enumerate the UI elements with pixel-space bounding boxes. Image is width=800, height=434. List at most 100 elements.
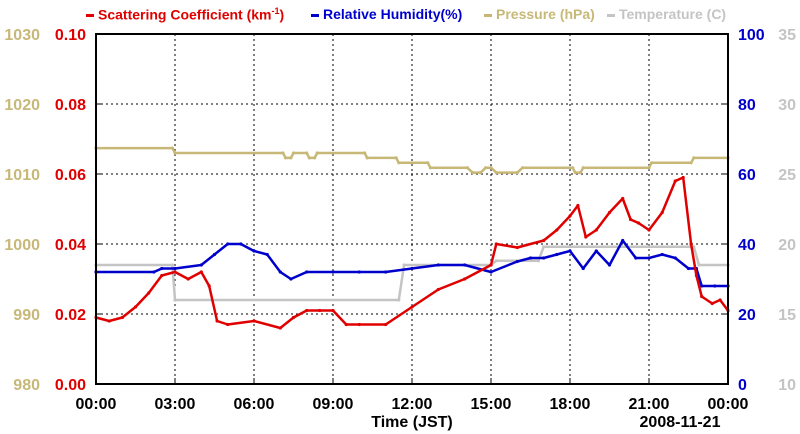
temperature-point [542, 245, 546, 249]
scattering-point [636, 221, 641, 225]
temperature-point [494, 259, 498, 263]
temperature-point [173, 298, 177, 302]
scattering-tick-label: 0.02 [55, 307, 86, 324]
scattering-point [463, 277, 467, 281]
temperature-point [170, 263, 174, 267]
humidity-point [568, 249, 572, 253]
pressure-point [489, 166, 493, 170]
scattering-point [718, 298, 722, 302]
pressure-point [394, 156, 398, 160]
scattering-point [607, 210, 612, 215]
scattering-point [494, 242, 498, 246]
humidity-tick-label: 100 [738, 27, 765, 44]
temperature-line [96, 245, 728, 302]
pressure-point [397, 161, 401, 165]
pressure-line [96, 146, 728, 174]
humidity-tick-label: 40 [738, 237, 756, 254]
scattering-point [252, 319, 256, 323]
pressure-tick-label: 980 [13, 377, 40, 394]
x-tick-label: 09:00 [313, 396, 354, 413]
pressure-point [305, 151, 309, 155]
temperature-tick-label: 25 [778, 167, 796, 184]
humidity-point [199, 263, 203, 267]
pressure-point [307, 156, 311, 160]
humidity-point [594, 249, 598, 253]
pressure-point [365, 156, 369, 160]
pressure-point [289, 156, 293, 160]
humidity-point [700, 284, 704, 288]
legend-swatch-temperature [607, 13, 615, 17]
x-tick-label: 12:00 [392, 396, 433, 413]
humidity-point [160, 266, 164, 271]
legend-label-temperature: Temperature (C) [619, 6, 727, 22]
scattering-point [199, 270, 203, 274]
temperature-tick-label: 20 [778, 237, 796, 254]
humidity-point [265, 252, 269, 257]
humidity-point [410, 266, 414, 271]
pressure-point [515, 171, 519, 175]
pressure-point [494, 171, 498, 175]
legend-swatch-humidity [311, 13, 319, 17]
humidity-tick-label: 80 [738, 97, 756, 114]
scattering-point [357, 322, 361, 327]
x-axis-title: Time (JST) [371, 414, 453, 431]
humidity-point [278, 270, 282, 274]
legend-scattering: Scattering Coefficient (km-1) [86, 6, 284, 23]
scattering-point [344, 322, 348, 327]
humidity-point [621, 238, 625, 243]
pressure-tick-label: 990 [13, 307, 40, 324]
scattering-point [681, 175, 685, 180]
pressure-point [692, 156, 696, 160]
scattering-tick-label: 0.04 [55, 237, 86, 254]
scattering-tick-label: 0.08 [55, 97, 86, 114]
pressure-point [428, 166, 432, 170]
scattering-point [621, 196, 625, 201]
temperature-point [697, 263, 701, 267]
scattering-point [594, 228, 598, 232]
pressure-point [173, 151, 177, 155]
scattering-point [660, 210, 664, 215]
scattering-point [576, 203, 580, 208]
humidity-point [713, 284, 717, 288]
scattering-tick-label: 0.06 [55, 167, 86, 184]
scattering-point [673, 179, 677, 183]
scattering-point [207, 284, 211, 288]
pressure-point [291, 151, 296, 155]
humidity-point [489, 270, 493, 274]
scattering-point [584, 235, 588, 239]
pressure-point [478, 171, 483, 175]
scattering-point [186, 277, 190, 281]
humidity-point [660, 252, 664, 257]
humidity-point [581, 266, 585, 271]
pressure-point [689, 161, 693, 165]
pressure-point [571, 166, 575, 170]
scattering-point [331, 308, 335, 313]
scattering-point [318, 308, 322, 313]
legend: Scattering Coefficient (km-1) Relative H… [0, 0, 800, 30]
humidity-point [357, 270, 361, 274]
scattering-point [160, 273, 164, 278]
legend-label-pressure: Pressure (hPa) [496, 6, 595, 22]
humidity-point [152, 270, 156, 274]
scattering-point [215, 319, 219, 323]
pressure-point [465, 166, 469, 170]
temperature-tick-label: 15 [778, 307, 796, 324]
legend-label-scattering: Scattering Coefficient (km [98, 6, 272, 23]
axis-labels: 00:00 03:00 06:00 09:00 12:00 15:00 18:00 21:00… [4, 27, 796, 413]
scattering-point [555, 228, 559, 232]
scattering-point [147, 291, 151, 295]
scattering-point [489, 263, 493, 267]
humidity-point [555, 252, 559, 257]
humidity-point [528, 256, 533, 260]
date-label: 2008-11-21 [640, 414, 721, 431]
pressure-point [521, 166, 525, 170]
scattering-point [120, 315, 124, 320]
legend-temperature: Temperature (C) [607, 6, 726, 22]
scattering-tick-label: 0.00 [55, 377, 86, 394]
humidity-point [289, 277, 293, 281]
humidity-point [252, 249, 256, 253]
grid-lines [96, 34, 728, 384]
humidity-point [384, 270, 388, 274]
humidity-point [436, 263, 440, 267]
